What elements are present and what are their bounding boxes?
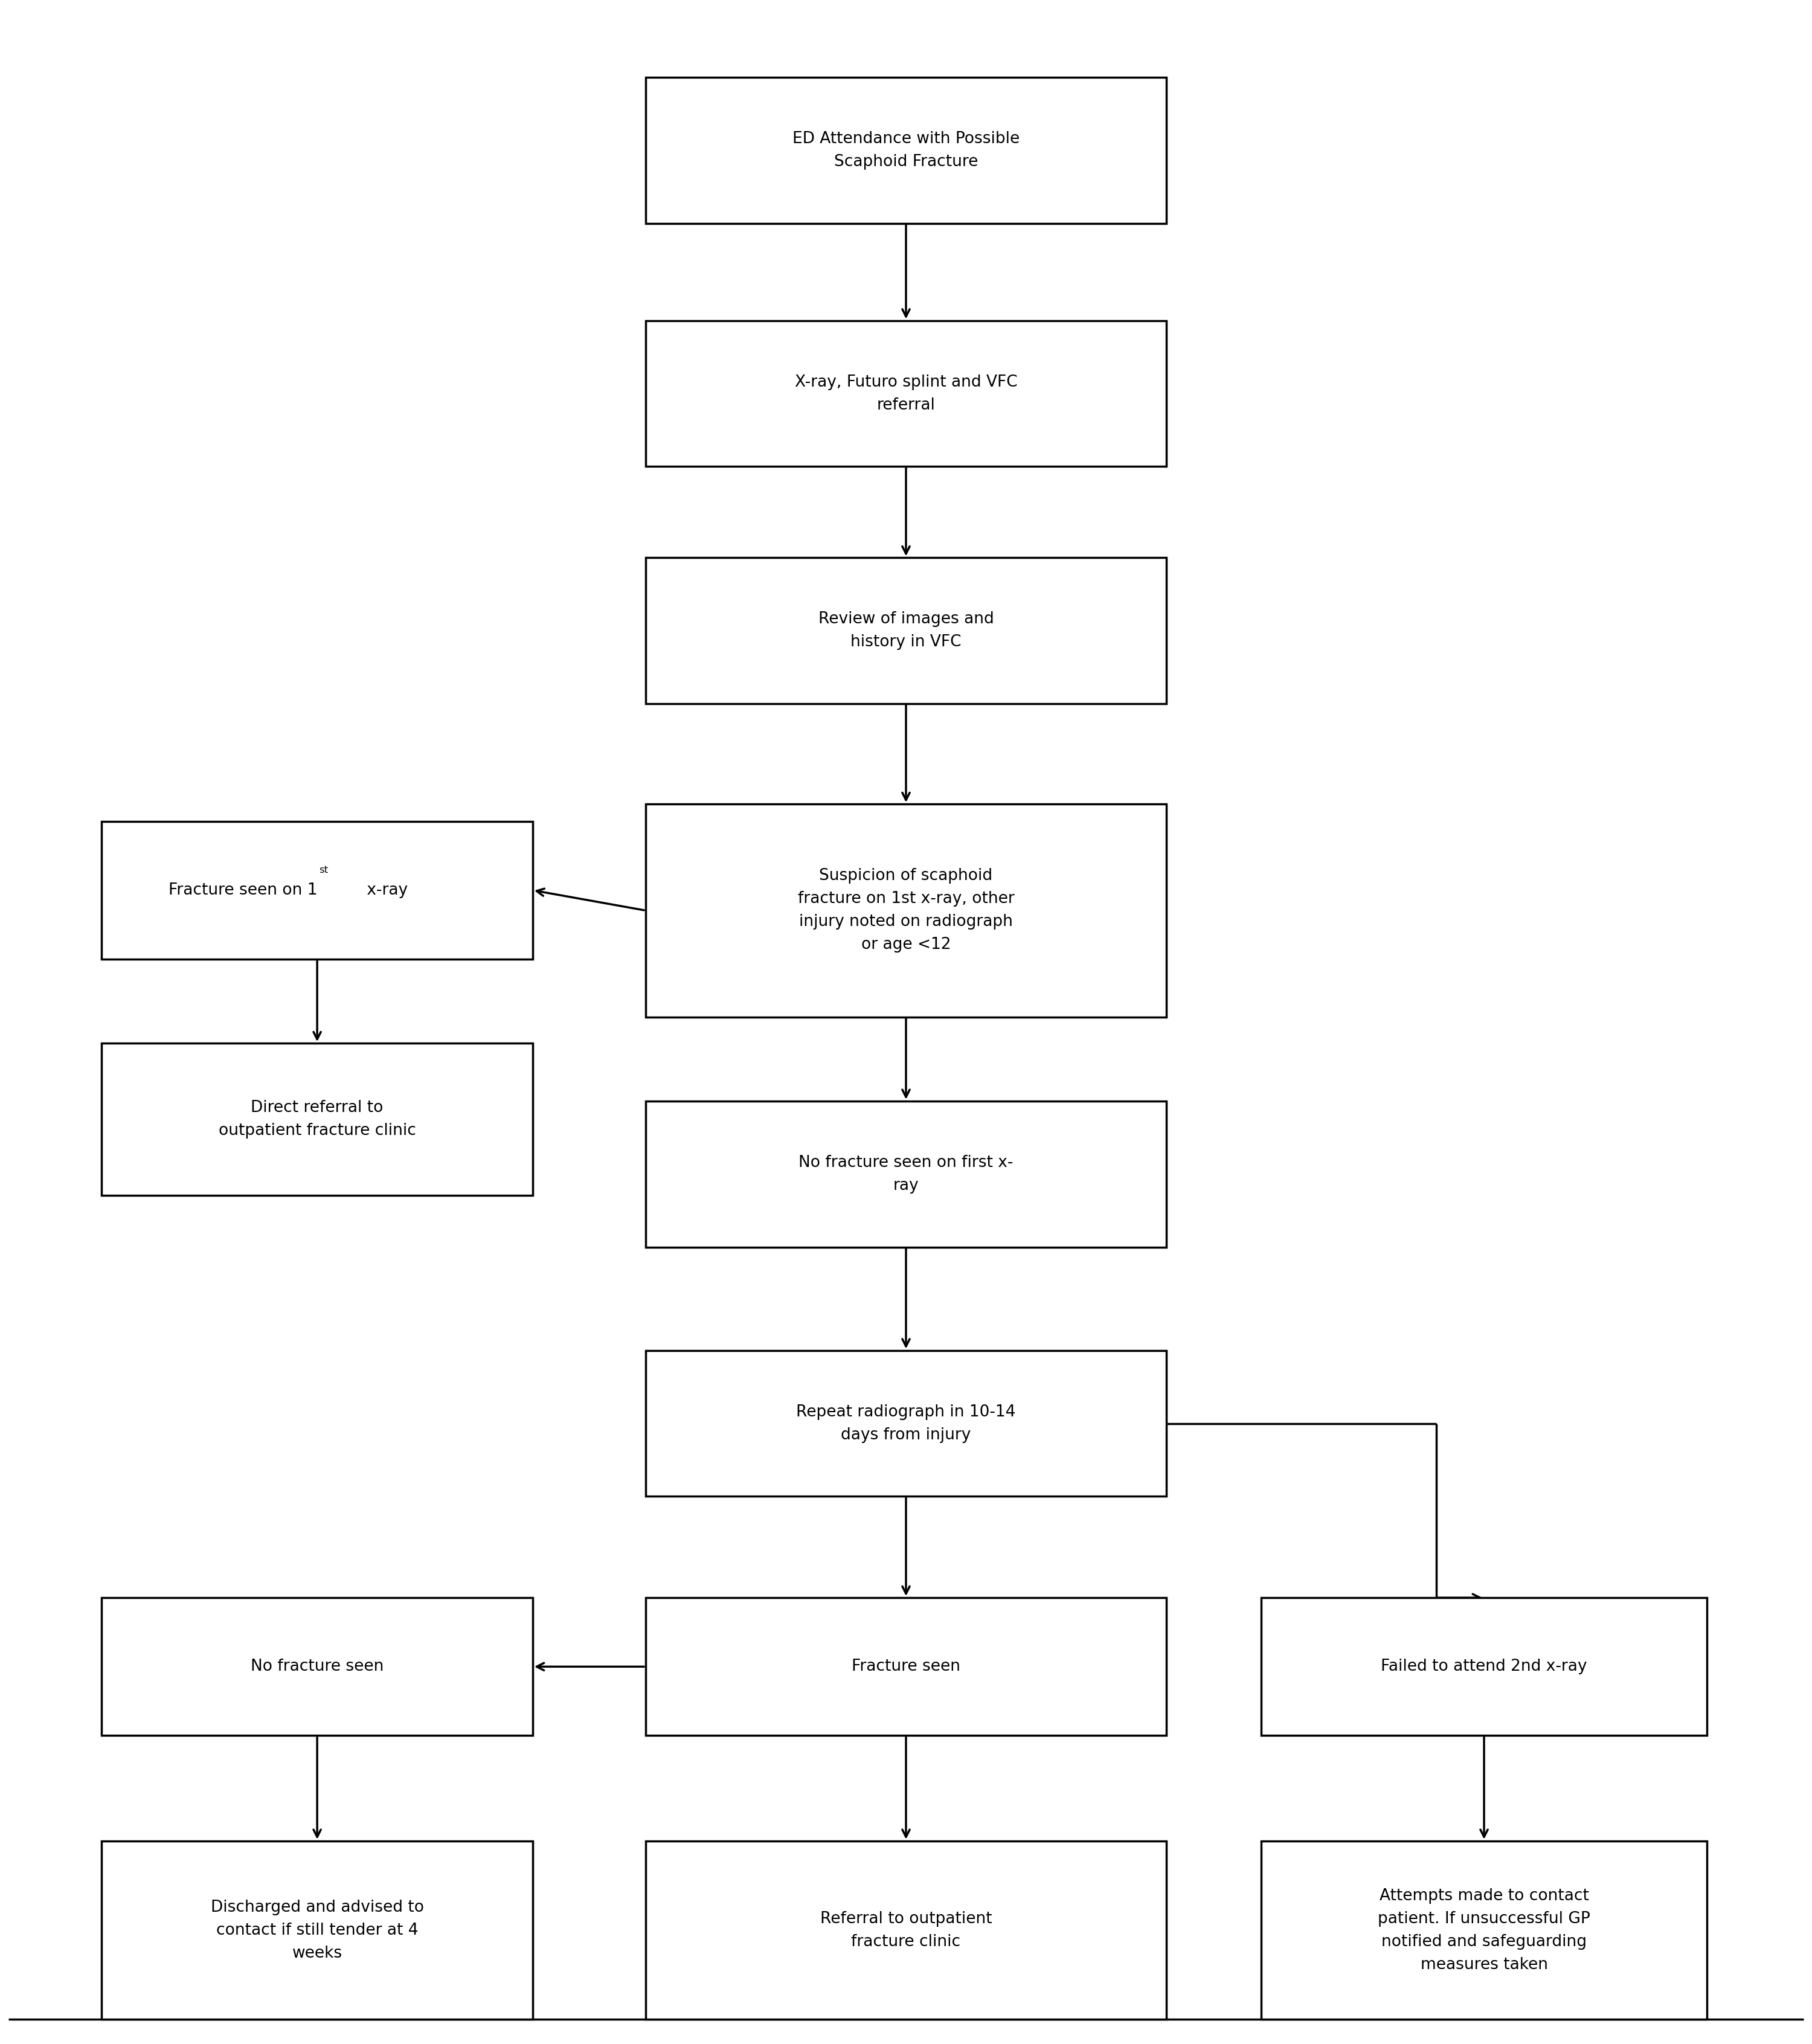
Text: No fracture seen: No fracture seen [250,1660,384,1674]
Text: Failed to attend 2nd x-ray: Failed to attend 2nd x-ray [1381,1660,1587,1674]
Text: Fracture seen on 1: Fracture seen on 1 [169,883,317,897]
Bar [101,1842,533,2019]
Text: Review of images and
history in VFC: Review of images and history in VFC [819,611,993,650]
Bar [645,1102,1167,1247]
Text: No fracture seen on first x-
ray: No fracture seen on first x- ray [799,1155,1013,1194]
Bar [1261,1598,1707,1735]
Text: Fracture seen: Fracture seen [852,1660,960,1674]
Bar [645,803,1167,1018]
Bar [101,1598,533,1735]
Bar [645,1351,1167,1496]
Text: Repeat radiograph in 10-14
days from injury: Repeat radiograph in 10-14 days from inj… [795,1404,1017,1443]
Bar [645,78,1167,223]
Text: Suspicion of scaphoid
fracture on 1st x-ray, other
injury noted on radiograph
or: Suspicion of scaphoid fracture on 1st x-… [797,869,1015,953]
Text: Discharged and advised to
contact if still tender at 4
weeks: Discharged and advised to contact if sti… [210,1899,424,1960]
Bar [101,822,533,959]
Bar [645,1842,1167,2019]
Bar [1261,1842,1707,2019]
Text: Direct referral to
outpatient fracture clinic: Direct referral to outpatient fracture c… [219,1100,417,1139]
Bar [645,321,1167,466]
Text: Referral to outpatient
fracture clinic: Referral to outpatient fracture clinic [821,1911,991,1950]
Text: X-ray, Futuro splint and VFC
referral: X-ray, Futuro splint and VFC referral [795,374,1017,413]
Bar [645,1598,1167,1735]
Text: st: st [319,865,328,875]
Bar [645,558,1167,703]
Text: x-ray: x-ray [362,883,408,897]
Text: ED Attendance with Possible
Scaphoid Fracture: ED Attendance with Possible Scaphoid Fra… [792,131,1020,170]
Text: Attempts made to contact
patient. If unsuccessful GP
notified and safeguarding
m: Attempts made to contact patient. If uns… [1377,1889,1591,1972]
Bar [101,1042,533,1196]
